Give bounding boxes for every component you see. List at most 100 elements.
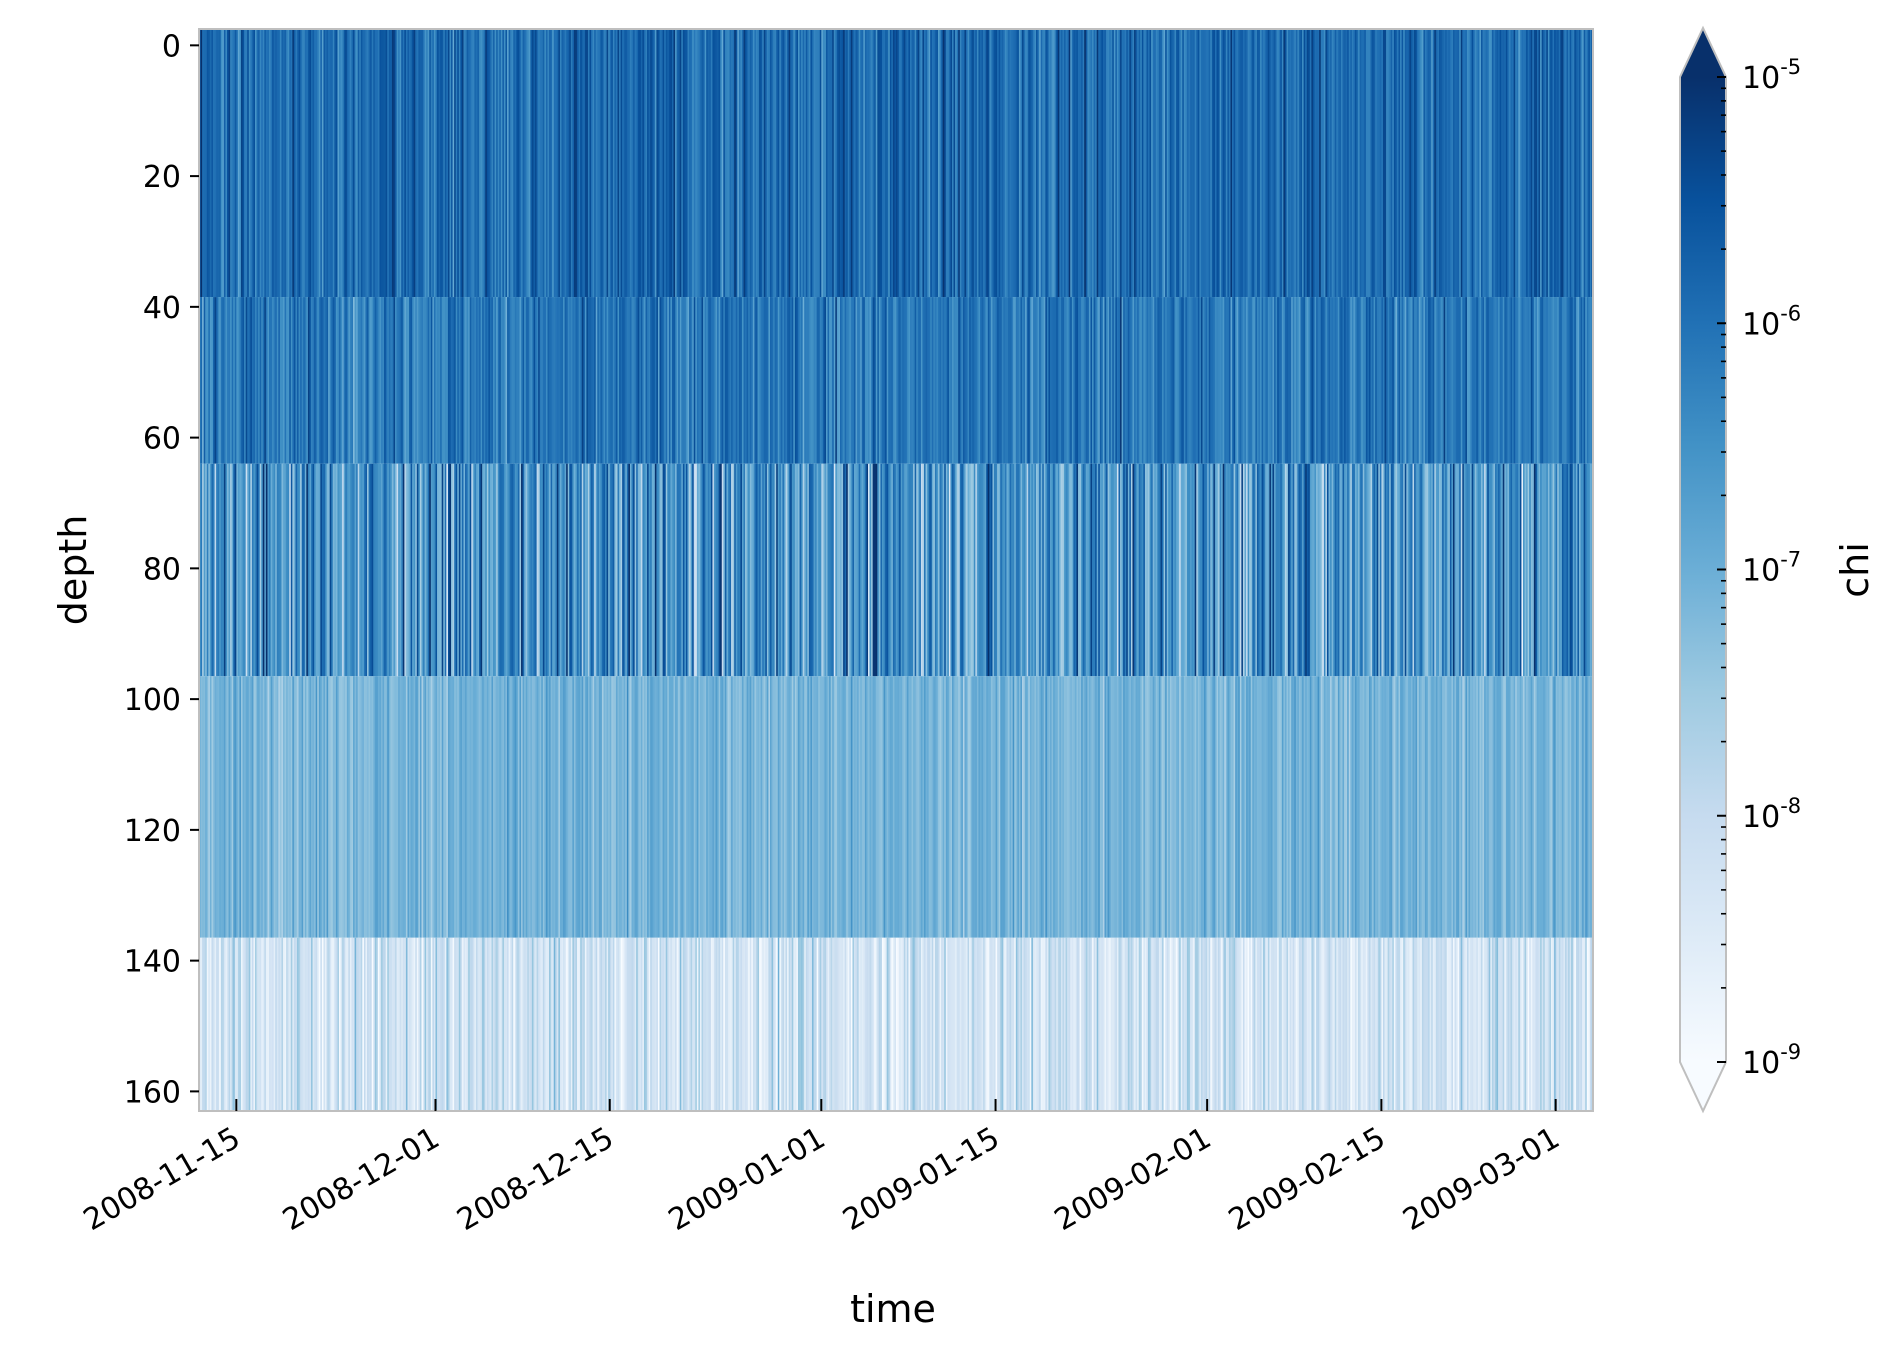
heatmap-cell [888, 676, 891, 938]
heatmap-cell [497, 29, 500, 298]
heatmap-cell [948, 297, 951, 464]
heatmap-cell [1298, 937, 1301, 1111]
heatmap-cell [404, 297, 407, 464]
heatmap-cell [1202, 297, 1205, 464]
heatmap-cell [1308, 29, 1311, 298]
heatmap-cell [1344, 463, 1347, 677]
heatmap-cell [919, 463, 922, 677]
heatmap-cell [631, 463, 634, 677]
heatmap-cell [745, 463, 748, 677]
heatmap-cell [349, 463, 352, 677]
heatmap-cell [1148, 676, 1150, 938]
heatmap-cell [768, 676, 771, 938]
heatmap-cell [1264, 463, 1267, 677]
heatmap-cell [447, 463, 450, 677]
heatmap-cell [1288, 937, 1291, 1111]
heatmap-cell [1029, 463, 1032, 677]
heatmap-cell [1342, 463, 1345, 677]
heatmap-cell [1508, 29, 1511, 298]
heatmap-cell [1286, 29, 1289, 298]
heatmap-cell [868, 297, 870, 464]
heatmap-cell [437, 29, 439, 298]
heatmap-cell [409, 463, 411, 677]
heatmap-cell [348, 463, 351, 677]
heatmap-cell [1484, 29, 1487, 298]
heatmap-cell [1454, 937, 1457, 1111]
heatmap-cell [620, 29, 623, 298]
heatmap-cell [615, 676, 618, 938]
heatmap-cell [1428, 297, 1431, 464]
heatmap-cell [967, 676, 970, 938]
heatmap-cell [1023, 937, 1026, 1111]
heatmap-cell [595, 463, 598, 677]
heatmap-cell [900, 937, 903, 1111]
heatmap-cell [345, 463, 348, 677]
heatmap-cell [522, 937, 525, 1111]
heatmap-cell [328, 29, 331, 298]
heatmap-cell [1213, 463, 1216, 677]
heatmap-cell [863, 463, 866, 677]
heatmap-cell [552, 297, 555, 464]
heatmap-cell [905, 29, 908, 298]
heatmap-cell [528, 297, 531, 464]
heatmap-cell [642, 29, 645, 298]
heatmap-cell [934, 463, 937, 677]
heatmap-cell [1312, 676, 1315, 938]
heatmap-cell [847, 676, 850, 938]
heatmap-cell [914, 297, 917, 464]
heatmap-cell [1565, 676, 1567, 938]
heatmap-cell [1368, 297, 1371, 464]
heatmap-cell [1401, 29, 1404, 298]
heatmap-cell [1130, 937, 1133, 1111]
heatmap-cell [1263, 463, 1266, 677]
heatmap-cell [200, 676, 203, 938]
heatmap-cell [311, 29, 313, 298]
heatmap-cell [1291, 676, 1294, 938]
heatmap-cell [584, 463, 587, 677]
heatmap-cell [328, 676, 331, 938]
heatmap-cell [276, 676, 279, 938]
heatmap-cell [1090, 937, 1093, 1111]
heatmap-cell [402, 297, 405, 464]
heatmap-cell [692, 463, 695, 677]
heatmap-cell [1250, 29, 1253, 298]
heatmap-cell [234, 463, 237, 677]
heatmap-cell [312, 463, 315, 677]
heatmap-cell [1244, 676, 1247, 938]
heatmap-cell [595, 297, 598, 464]
heatmap-cell [961, 463, 964, 677]
heatmap-cell [1141, 463, 1144, 677]
heatmap-cell [514, 676, 517, 938]
heatmap-cell [639, 297, 642, 464]
heatmap-cell [1325, 676, 1328, 938]
heatmap-cell [396, 463, 399, 677]
heatmap-cell [1193, 937, 1196, 1111]
heatmap-cell [715, 297, 718, 464]
heatmap-cell [507, 297, 510, 464]
heatmap-cell [447, 676, 450, 938]
heatmap-cell [913, 297, 916, 464]
heatmap-cell [405, 29, 408, 298]
heatmap-cell [1337, 676, 1340, 938]
heatmap-cell [1340, 937, 1343, 1111]
heatmap-cell [356, 29, 359, 298]
y-tick-label: 60 [143, 422, 181, 457]
heatmap-cell [1367, 297, 1370, 464]
heatmap-cell [451, 676, 453, 938]
heatmap-cell [1437, 463, 1440, 677]
heatmap-cell [1144, 937, 1147, 1111]
heatmap-cell [567, 676, 570, 938]
heatmap-cell [1435, 29, 1438, 298]
heatmap-cell [402, 937, 405, 1111]
heatmap-cell [734, 463, 737, 677]
heatmap-cell [755, 676, 758, 938]
heatmap-cell [421, 29, 424, 298]
heatmap-cell [423, 937, 425, 1111]
heatmap-cell [486, 937, 489, 1111]
heatmap-cell [1095, 937, 1098, 1111]
heatmap-cell [1516, 463, 1519, 677]
heatmap-cell [920, 29, 923, 298]
heatmap-cell [788, 297, 791, 464]
heatmap-cell [225, 297, 228, 464]
heatmap-cell [533, 937, 536, 1111]
